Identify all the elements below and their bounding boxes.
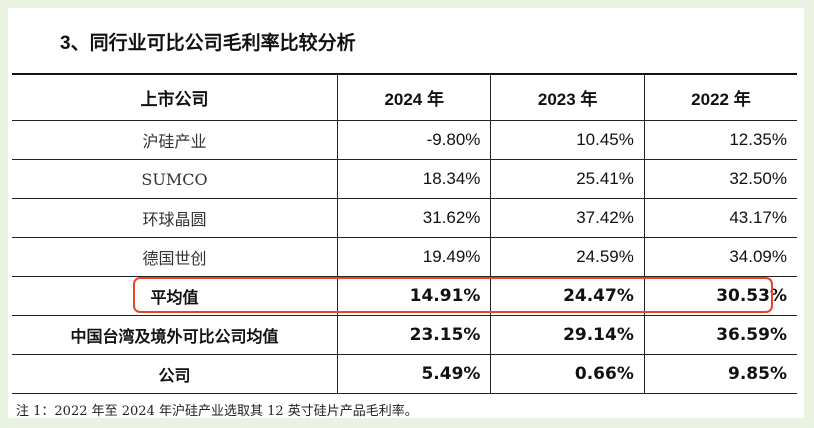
margin-cell: 34.09% (643, 237, 797, 277)
margin-cell: 36.59% (643, 315, 797, 355)
column-header: 2023 年 (490, 73, 645, 121)
margin-table: 上市公司 2024 年 2023 年 2022 年 沪硅产业 -9.80% 10.45% 1… (12, 73, 797, 394)
table-row: 平均值 14.91% 24.47% 30.53% (12, 276, 797, 316)
margin-cell: 9.85% (643, 354, 797, 394)
section-title: 3、同行业可比公司毛利率比较分析 (60, 33, 356, 54)
table-row: SUMCO 18.34% 25.41% 32.50% (12, 159, 797, 199)
margin-cell: 23.15% (336, 315, 492, 355)
column-header: 上市公司 (12, 73, 338, 121)
margin-cell: 31.62% (336, 198, 492, 238)
margin-cell: 24.59% (490, 237, 645, 277)
table-head: 上市公司 2024 年 2023 年 2022 年 (12, 73, 797, 121)
margin-cell: 10.45% (490, 120, 645, 160)
margin-cell: 19.49% (336, 237, 492, 277)
company-name: 平均值 (12, 276, 338, 316)
margin-cell: 37.42% (490, 198, 645, 238)
company-name: 环球晶圆 (12, 198, 338, 238)
company-name: 德国世创 (12, 237, 338, 277)
margin-cell: 25.41% (490, 159, 645, 199)
margin-cell: 24.47% (490, 276, 645, 316)
margin-cell: 32.50% (643, 159, 797, 199)
company-name: SUMCO (12, 159, 338, 199)
table-body: 沪硅产业 -9.80% 10.45% 12.35% SUMCO 18.34% 25.41% 3… (12, 120, 797, 394)
company-name: 沪硅产业 (12, 120, 338, 160)
header-row: 上市公司 2024 年 2023 年 2022 年 (12, 73, 797, 121)
margin-cell: 12.35% (643, 120, 797, 160)
margin-cell: -9.80% (336, 120, 492, 160)
company-name: 公司 (12, 354, 338, 394)
table-row: 中国台湾及境外可比公司均值 23.15% 29.14% 36.59% (12, 315, 797, 355)
margin-cell: 5.49% (336, 354, 492, 394)
table-row: 沪硅产业 -9.80% 10.45% 12.35% (12, 120, 797, 160)
margin-cell: 43.17% (643, 198, 797, 238)
footnote: 注 1：2022 年至 2024 年沪硅产业选取其 12 英寸硅片产品毛利率。 (16, 404, 418, 419)
margin-cell: 0.66% (490, 354, 645, 394)
margin-cell: 18.34% (336, 159, 492, 199)
company-name: 中国台湾及境外可比公司均值 (12, 315, 338, 355)
margin-cell: 29.14% (490, 315, 645, 355)
margin-cell: 14.91% (336, 276, 492, 316)
column-header: 2022 年 (643, 73, 797, 121)
column-header: 2024 年 (336, 73, 492, 121)
table-row: 环球晶圆 31.62% 37.42% 43.17% (12, 198, 797, 238)
table-row: 公司 5.49% 0.66% 9.85% (12, 354, 797, 394)
margin-cell: 30.53% (643, 276, 797, 316)
document: 3、同行业可比公司毛利率比较分析 上市公司 2024 年 2023 年 2022 年 … (8, 8, 804, 419)
table-row: 德国世创 19.49% 24.59% 34.09% (12, 237, 797, 277)
